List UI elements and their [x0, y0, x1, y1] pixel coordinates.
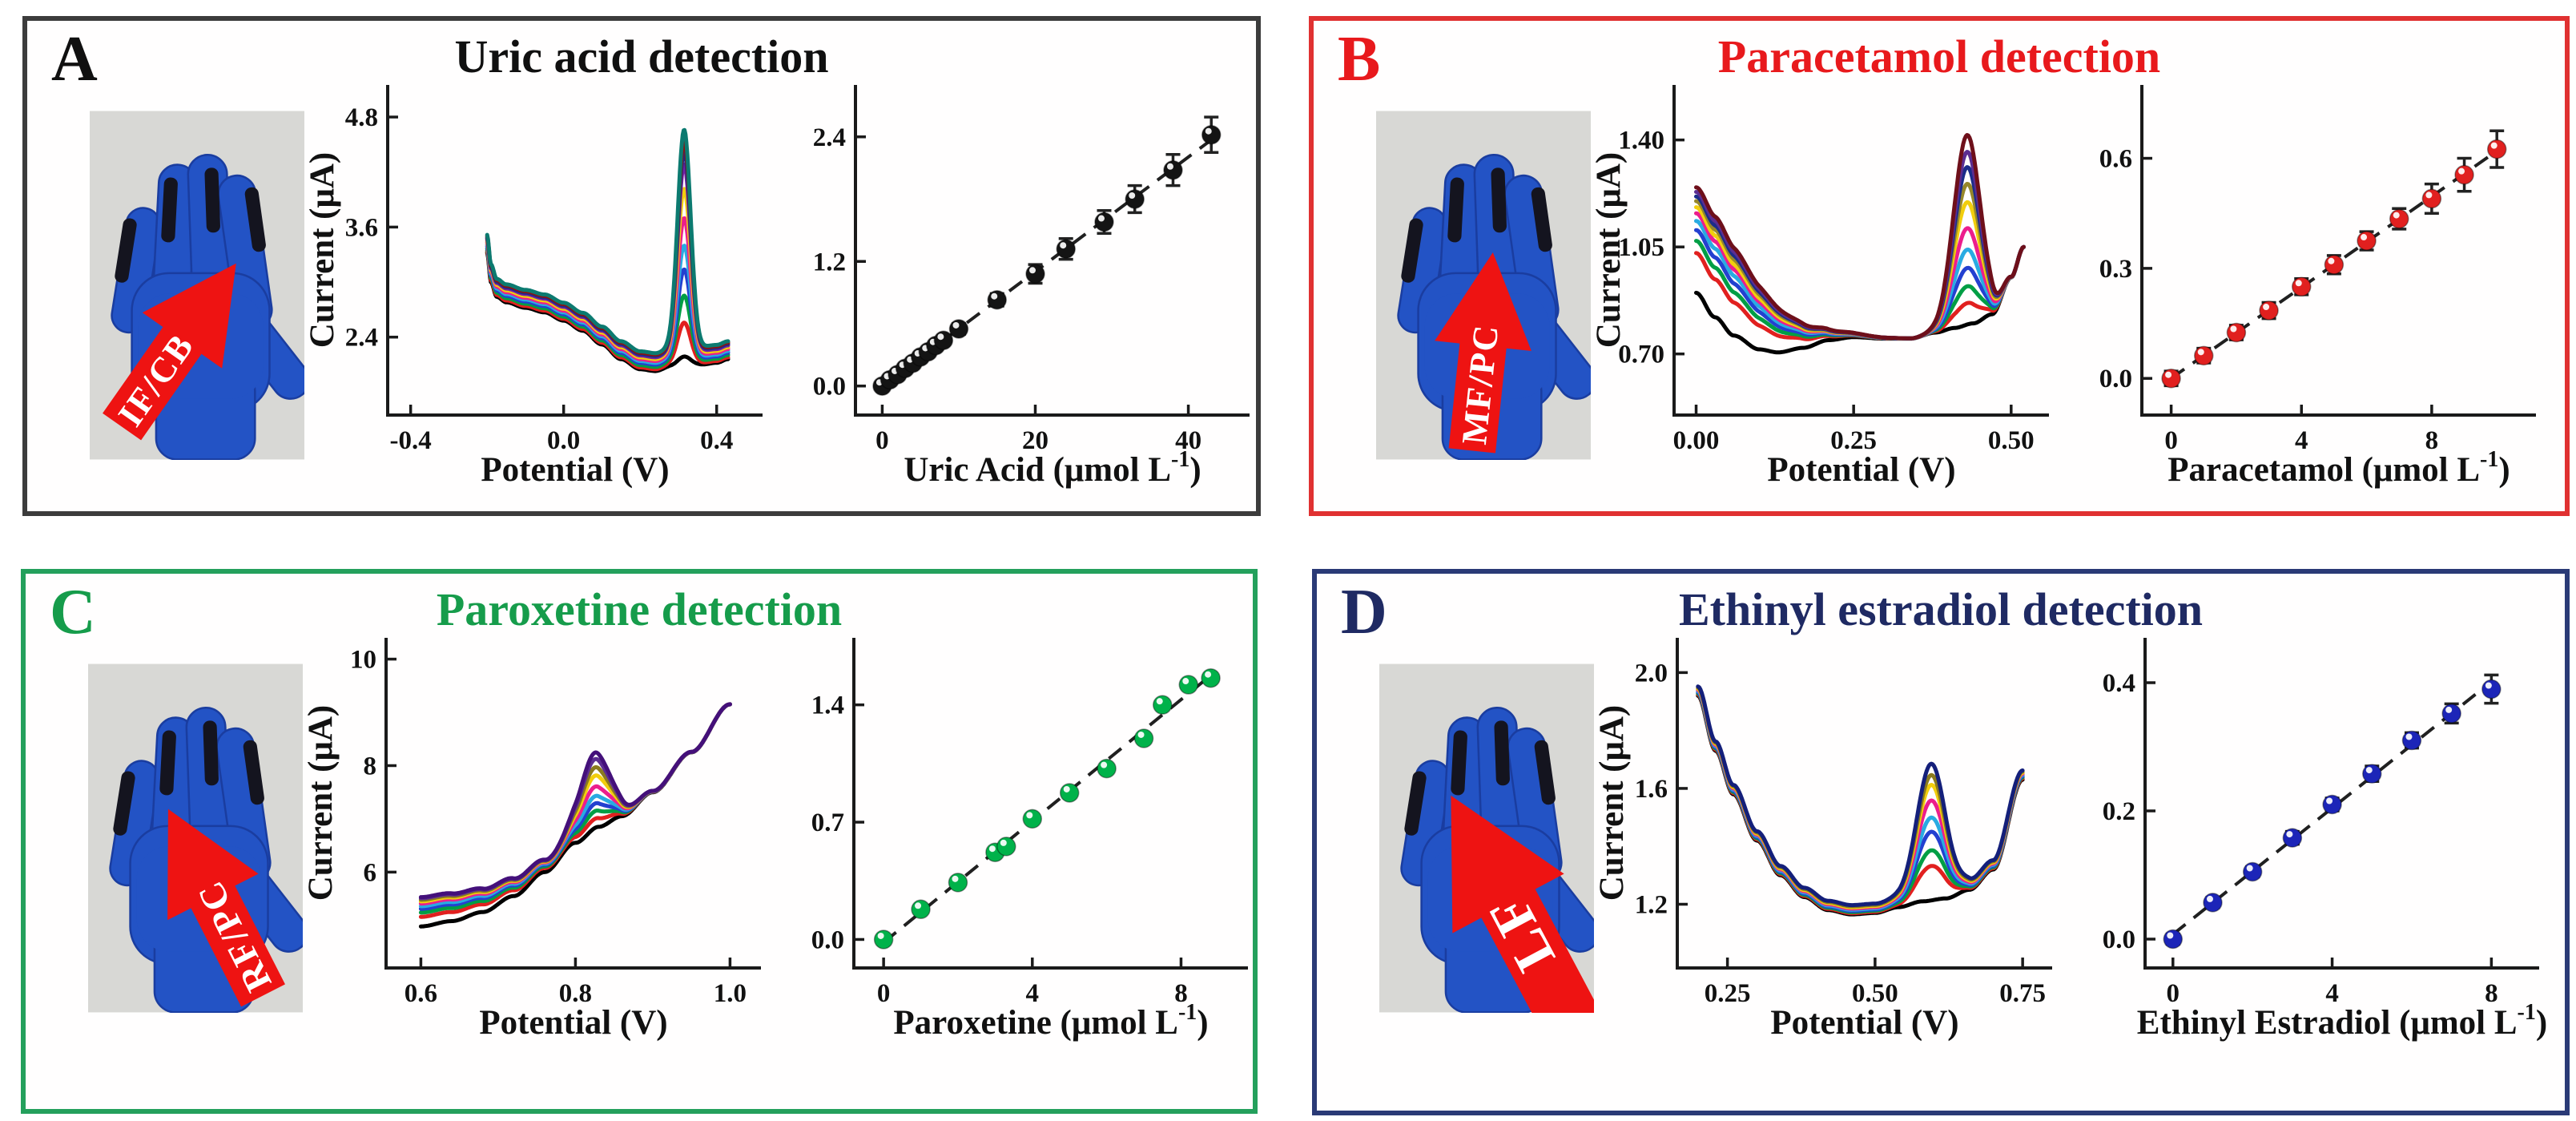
- svg-text:0.4: 0.4: [2103, 669, 2135, 698]
- svg-text:0.0: 0.0: [547, 426, 580, 455]
- svg-text:0: 0: [2167, 979, 2180, 1008]
- svg-text:Potential (V): Potential (V): [1770, 1004, 1958, 1042]
- svg-text:0.50: 0.50: [1852, 979, 1898, 1008]
- svg-text:0.3: 0.3: [2099, 255, 2132, 284]
- svg-text:1.2: 1.2: [1635, 890, 1668, 919]
- svg-text:Potential (V): Potential (V): [1767, 451, 1955, 489]
- svg-text:0: 0: [875, 426, 889, 455]
- svg-text:0.7: 0.7: [811, 808, 844, 837]
- svg-text:2.0: 2.0: [1635, 659, 1668, 688]
- svg-text:Paracetamol (μmol L-1): Paracetamol (μmol L-1): [2167, 447, 2510, 489]
- svg-text:Current (μA): Current (μA): [1596, 152, 1628, 349]
- svg-text:3.6: 3.6: [345, 213, 378, 242]
- svg-text:Uric Acid (μmol L-1): Uric Acid (μmol L-1): [904, 447, 1201, 489]
- svg-text:0.0: 0.0: [811, 925, 844, 954]
- svg-text:1.05: 1.05: [1618, 233, 1664, 262]
- panel-letter-c: C: [50, 577, 96, 647]
- svg-text:0.50: 0.50: [1988, 426, 2035, 455]
- svg-text:0.4: 0.4: [700, 426, 733, 455]
- panel-title-paroxetine: Paroxetine detection: [436, 583, 843, 635]
- svg-text:1.2: 1.2: [813, 248, 846, 276]
- svg-text:8: 8: [364, 752, 377, 780]
- panel-title-uric-acid: Uric acid detection: [454, 30, 829, 83]
- svg-text:4: 4: [2295, 426, 2308, 455]
- svg-text:1.6: 1.6: [1635, 775, 1668, 804]
- panel-paroxetine: C Paroxetine detection RF/PC 0.6 0.8 1.0 6 8…: [21, 569, 1258, 1114]
- paracetamol-dpv-chart: 0.00 0.25 0.50 0.70 1.05 1.40 Potential (V) Cur…: [1596, 85, 2049, 489]
- svg-text:-0.4: -0.4: [390, 426, 432, 455]
- glove-photo-little-finger: LF: [1379, 663, 1594, 1013]
- uric-acid-dpv-chart: -0.4 0.0 0.4 2.4 3.6 4.8 Potential (V) Current …: [309, 85, 763, 489]
- svg-text:8: 8: [2485, 979, 2498, 1008]
- svg-text:0: 0: [2164, 426, 2178, 455]
- svg-text:0.8: 0.8: [559, 979, 592, 1008]
- svg-text:Current (μA): Current (μA): [309, 152, 341, 349]
- svg-text:1.40: 1.40: [1618, 127, 1664, 155]
- svg-text:1.0: 1.0: [714, 979, 747, 1008]
- svg-text:0.6: 0.6: [405, 979, 437, 1008]
- panel-title-ethinyl-estradiol: Ethinyl estradiol detection: [1678, 583, 2204, 635]
- svg-text:0.00: 0.00: [1673, 426, 1720, 455]
- ethinyl-estradiol-dpv-chart: 0.25 0.50 0.75 1.2 1.6 2.0 Potential (V) Curren…: [1599, 638, 2052, 1042]
- svg-text:Potential (V): Potential (V): [479, 1004, 667, 1042]
- svg-text:6: 6: [364, 858, 377, 887]
- panel-title-paracetamol: Paracetamol detection: [1717, 30, 2161, 83]
- panel-letter-d: D: [1341, 577, 1387, 647]
- svg-text:2.4: 2.4: [345, 324, 378, 353]
- svg-text:0.0: 0.0: [813, 373, 846, 401]
- glove-photo-middle-finger-pc: MF/PC: [1376, 111, 1591, 460]
- panel-letter-b: B: [1338, 24, 1381, 95]
- svg-text:8: 8: [1174, 979, 1188, 1008]
- svg-text:4: 4: [1026, 979, 1040, 1008]
- panel-uric-acid: A Uric acid detection IF/CB -0.4 0.0 0.4 2.…: [22, 16, 1261, 516]
- panel-letter-a: A: [51, 24, 98, 95]
- svg-text:0.0: 0.0: [2099, 365, 2132, 393]
- svg-text:Current (μA): Current (μA): [1599, 705, 1631, 901]
- svg-text:0.2: 0.2: [2103, 797, 2135, 826]
- svg-text:Potential (V): Potential (V): [481, 451, 669, 489]
- glove-photo-index-finger-carbon-black: IF/CB: [90, 111, 304, 460]
- svg-text:4: 4: [2325, 979, 2339, 1008]
- svg-text:0.75: 0.75: [1999, 979, 2046, 1008]
- svg-text:10: 10: [350, 646, 376, 675]
- svg-text:4.8: 4.8: [345, 103, 378, 132]
- svg-text:Ethinyl Estradiol (μmol L-1): Ethinyl Estradiol (μmol L-1): [2137, 1000, 2547, 1042]
- uric-acid-calibration-chart: 0 20 40 0.0 1.2 2.4 Uric Acid (μmol L-1): [813, 85, 1250, 489]
- svg-text:0.0: 0.0: [2103, 925, 2135, 954]
- svg-text:Current (μA): Current (μA): [308, 705, 340, 901]
- panel-paracetamol: B Paracetamol detection MF/PC 0.00 0.25 0.…: [1309, 16, 2570, 516]
- paroxetine-dpv-chart: 0.6 0.8 1.0 6 8 10 Potential (V) Current (μA): [308, 638, 761, 1042]
- paracetamol-calibration-chart: 0 4 8 0.0 0.3 0.6 Paracetamol (μmol L-1): [2099, 85, 2536, 489]
- svg-text:0.25: 0.25: [1830, 426, 1877, 455]
- svg-text:0.70: 0.70: [1618, 341, 1664, 369]
- svg-text:2.4: 2.4: [813, 123, 846, 152]
- glove-photo-ring-finger-pc: RF/PC: [88, 663, 303, 1013]
- svg-text:1.4: 1.4: [811, 692, 844, 720]
- paroxetine-calibration-chart: 0 4 8 0.0 0.7 1.4 Paroxetine (μmol L-1): [811, 638, 1248, 1042]
- svg-text:0.6: 0.6: [2099, 145, 2132, 174]
- panel-ethinyl-estradiol: D Ethinyl estradiol detection LF 0.25 0.5…: [1312, 569, 2570, 1115]
- svg-text:Paroxetine (μmol L-1): Paroxetine (μmol L-1): [893, 1000, 1208, 1042]
- svg-text:8: 8: [2425, 426, 2439, 455]
- svg-text:0: 0: [877, 979, 891, 1008]
- svg-text:40: 40: [1175, 426, 1201, 455]
- svg-text:0.25: 0.25: [1705, 979, 1751, 1008]
- svg-text:20: 20: [1022, 426, 1049, 455]
- ethinyl-estradiol-calibration-chart: 0 4 8 0.0 0.2 0.4 Ethinyl Estradiol (μmol L-1): [2103, 638, 2547, 1042]
